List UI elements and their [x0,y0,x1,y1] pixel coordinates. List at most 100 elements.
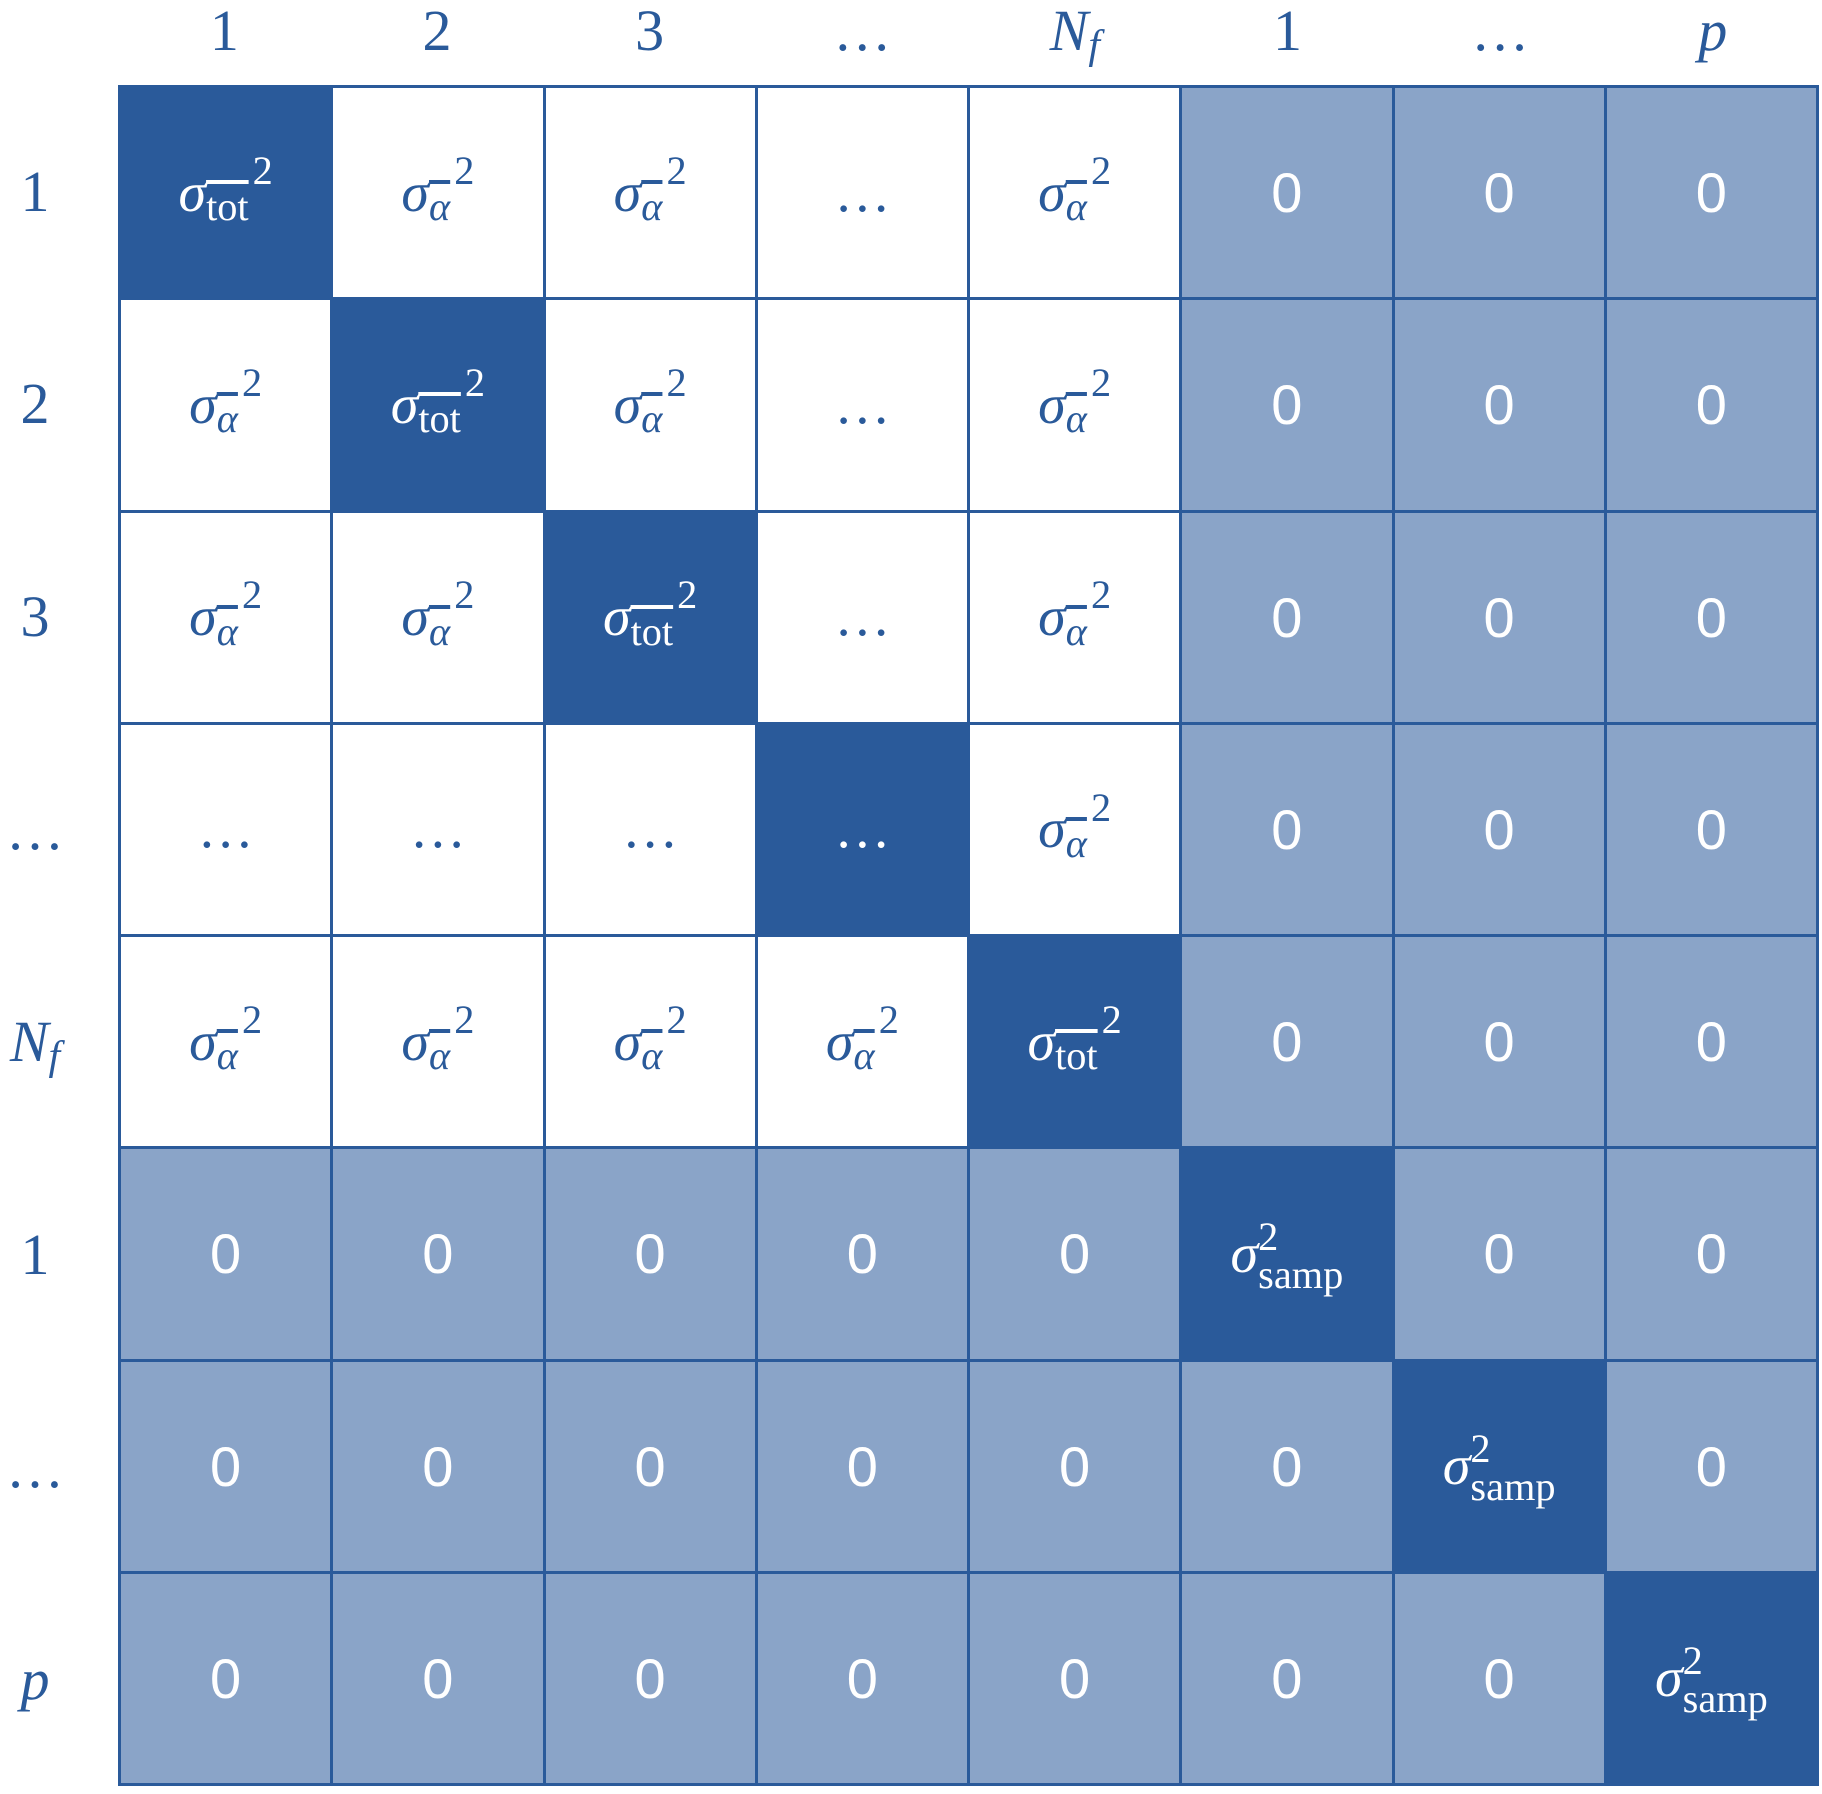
matrix-cell: σ tot 2 [121,88,331,298]
matrix-cell: 0 [1394,1149,1604,1359]
subscript: α [1065,184,1087,230]
label: 0 [1483,1646,1515,1710]
label: … [834,798,891,861]
column-header: … [1394,0,1607,63]
symbol: N [1049,0,1089,63]
subscript: α [1065,608,1087,654]
symbol: σ [401,1010,429,1073]
subscript: α [429,184,451,230]
label: 0 [1695,1222,1727,1286]
symbol: σ [1038,798,1066,861]
superscript: 2 [1258,1213,1279,1259]
symbol: σ [825,1010,854,1073]
symbol: σ [401,586,429,649]
matrix-cell: … [757,300,967,510]
matrix-cell: 0 [1394,724,1604,934]
matrix-cell: 0 [333,1573,543,1783]
matrix-cell: 0 [970,1149,1180,1359]
matrix-cell: σ tot 2 [545,512,755,722]
subscript: samp [1258,1251,1344,1297]
subscript: samp [1470,1464,1556,1510]
label: 0 [1059,1434,1091,1498]
column-header: 1 [118,0,331,63]
matrix-cell: 0 [1182,937,1392,1147]
label: 0 [1483,161,1515,225]
row-header: 2 [0,298,70,511]
column-header: 3 [543,0,756,63]
symbol: σ [1027,1010,1056,1073]
label: 0 [1695,585,1727,649]
label: 0 [1059,1222,1091,1286]
matrix-cell: 0 [1606,300,1816,510]
matrix-cell: … [757,88,967,298]
label: … [834,161,891,224]
subscript: α [216,1033,238,1079]
label: 0 [1695,1010,1727,1074]
column-header: 1 [1181,0,1394,63]
row-header: … [0,1361,70,1574]
matrix-cell: 0 [1394,88,1604,298]
label: 3 [20,584,50,650]
superscript: 2 [1101,996,1122,1042]
matrix-cell: 0 [333,1361,543,1571]
column-header: p [1606,0,1819,63]
label: 0 [1483,797,1515,861]
label: 0 [634,1646,666,1710]
row-header: p [0,1573,70,1786]
label: p [20,1647,50,1713]
label: … [834,586,891,649]
superscript: 2 [241,360,263,406]
matrix-cell: … [333,724,543,934]
symbol: σ [189,1010,217,1073]
symbol: σ [1038,586,1066,649]
symbol: σ [1655,1647,1683,1710]
superscript: 2 [1090,784,1112,830]
matrix-cell: 0 [757,1573,967,1783]
matrix-cell: 0 [121,1149,331,1359]
matrix-cell: 0 [545,1573,755,1783]
matrix-cell: 0 [1182,512,1392,722]
symbol: σ [1230,1222,1259,1285]
symbol: σ [401,161,429,224]
superscript: 2 [464,360,486,406]
label: p [1698,0,1728,63]
subscript: α [641,396,663,442]
symbol: N [9,1009,49,1075]
label: 0 [1271,1646,1303,1710]
label: 0 [1271,797,1303,861]
matrix-cell: 0 [1606,1149,1816,1359]
subscript: tot [418,396,461,442]
row-header: … [0,723,70,936]
label: 0 [1271,373,1303,437]
superscript: 2 [241,572,263,618]
label: 0 [1483,585,1515,649]
label: 0 [1695,1434,1727,1498]
superscript: 2 [1470,1425,1491,1471]
superscript: 2 [677,572,698,618]
label: 0 [846,1646,878,1710]
column-header: 2 [331,0,544,63]
subscript: α [429,1033,451,1079]
label: 0 [1695,373,1727,437]
superscript: 2 [1090,572,1112,618]
label: … [6,1434,64,1500]
matrix-cell: 0 [1182,1573,1392,1783]
matrix-cell: 0 [1182,724,1392,934]
label: … [6,796,64,862]
matrix-cell: 0 [757,1149,967,1359]
row-header: 3 [0,510,70,723]
label: 0 [1271,161,1303,225]
superscript: 2 [1682,1638,1703,1684]
matrix-cell: 0 [1394,1573,1604,1783]
matrix-cell: 0 [1182,1361,1392,1571]
superscript: 2 [241,996,263,1042]
superscript: 2 [252,147,273,193]
label: 1 [20,158,50,224]
